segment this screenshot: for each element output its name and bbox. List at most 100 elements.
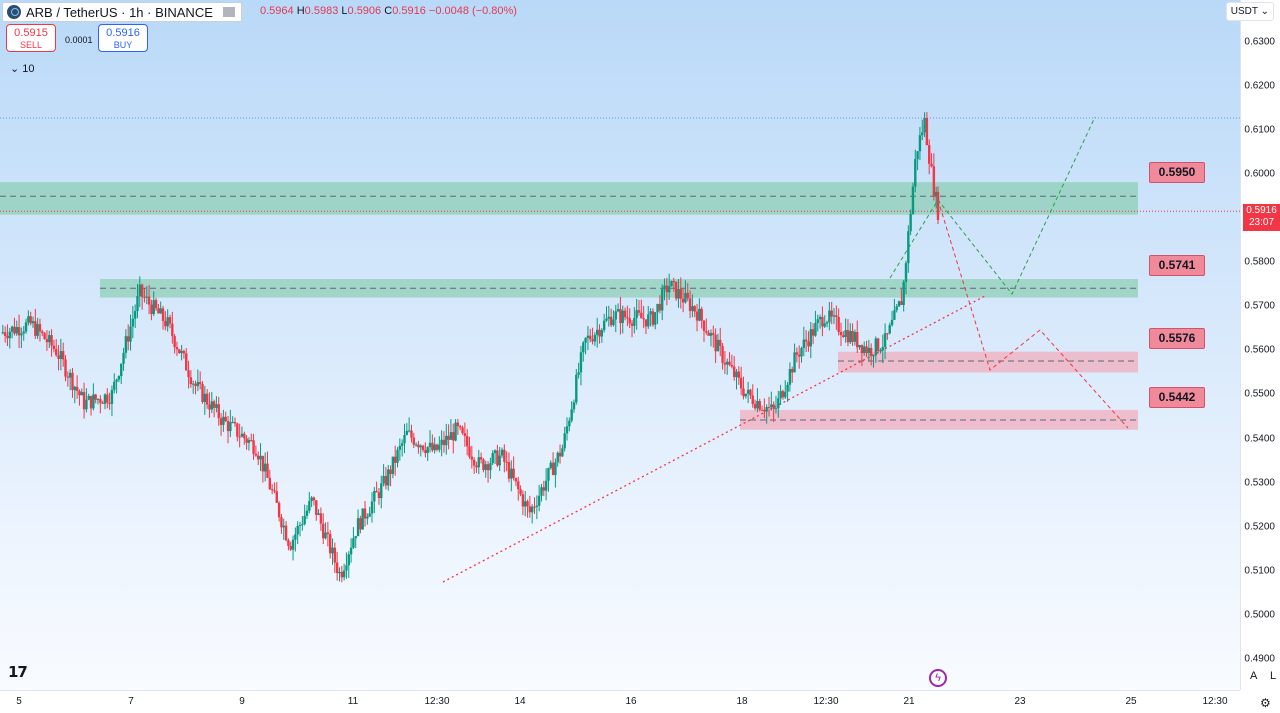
time-tick-label: 18: [736, 696, 748, 707]
candlestick-chart[interactable]: [0, 0, 1240, 690]
sell-button[interactable]: 0.5915 SELL: [6, 24, 56, 52]
candle-body: [424, 450, 427, 453]
candle-body: [373, 490, 376, 502]
candle-body: [419, 445, 422, 448]
candle-body: [312, 497, 316, 501]
candle-body: [405, 430, 409, 435]
candle-body: [498, 455, 501, 466]
candle-body: [421, 445, 425, 451]
candle-body: [117, 376, 121, 380]
candle-body: [361, 508, 364, 530]
candle-body: [226, 420, 230, 432]
time-tick-label: 21: [903, 696, 915, 707]
gear-icon[interactable]: ⚙: [1260, 696, 1271, 710]
candle-body: [150, 304, 153, 315]
tradingview-logo[interactable]: 17: [8, 663, 28, 681]
candle-body: [902, 281, 905, 305]
candle-body: [595, 329, 599, 335]
chart-plot-area[interactable]: [0, 0, 1240, 690]
candle-body: [923, 117, 926, 133]
ohlc-close-label: C: [384, 5, 393, 17]
price-tick-label: 0.5300: [1244, 477, 1275, 489]
candle-body: [261, 455, 265, 472]
candle-body: [936, 191, 940, 220]
price-tick-label: 0.5600: [1244, 344, 1275, 356]
candle-body: [164, 320, 167, 327]
candle-body: [605, 318, 608, 321]
candle-body: [886, 333, 889, 335]
candle-body: [867, 347, 871, 354]
candle-body: [786, 384, 789, 392]
candle-body: [289, 546, 292, 550]
candle-body: [257, 455, 260, 460]
time-axis[interactable]: 5 7 9 11 12:30 14 16 18 12:30 21 23 25 12:30: [0, 690, 1240, 713]
candle-body: [363, 508, 367, 519]
candle-body: [695, 311, 699, 321]
price-axis[interactable]: 0.63000.62000.61000.60000.59000.58000.57…: [1240, 0, 1280, 690]
price-tick-label: 0.5100: [1244, 565, 1275, 577]
candle-body: [524, 501, 527, 507]
candle-body: [746, 389, 750, 394]
candle-body: [804, 339, 808, 342]
visibility-icon[interactable]: [222, 7, 235, 17]
candle-body: [354, 536, 357, 539]
level-label-0.5741[interactable]: 0.5741: [1149, 255, 1205, 276]
candle-body: [201, 383, 204, 403]
lightning-icon[interactable]: ϟ: [929, 669, 947, 687]
candle-body: [677, 289, 680, 299]
candle-body: [860, 344, 864, 354]
buy-button[interactable]: 0.5916 BUY: [98, 24, 148, 52]
currency-selector[interactable]: USDT ⌄: [1225, 2, 1274, 21]
candle-body: [273, 490, 276, 492]
candle-body: [814, 323, 817, 336]
candle-body: [619, 309, 622, 324]
price-tick-label: 0.5400: [1244, 433, 1275, 445]
candle-body: [874, 338, 878, 356]
candle-body: [229, 422, 232, 432]
candle-body: [370, 501, 374, 514]
level-label-0.5442[interactable]: 0.5442: [1149, 387, 1205, 408]
candle-body: [61, 351, 65, 360]
candle-body: [324, 532, 327, 539]
candle-body: [881, 347, 884, 351]
candle-body: [13, 326, 16, 334]
ohlc-change: −0.0048 (−0.80%): [428, 5, 517, 17]
candle-body: [294, 534, 297, 540]
level-label-0.5576[interactable]: 0.5576: [1149, 328, 1205, 349]
candle-body: [322, 523, 325, 539]
ohlc-low-label: L: [341, 5, 348, 17]
level-label-0.5950[interactable]: 0.5950: [1149, 162, 1205, 183]
candle-body: [440, 439, 443, 445]
candle-body: [602, 320, 606, 331]
candle-body: [670, 281, 673, 287]
chevron-down-icon: ⌄: [1260, 6, 1269, 17]
candle-body: [575, 374, 578, 403]
symbol-legend[interactable]: ARB / TetherUS · 1h · BINANCE: [2, 2, 242, 22]
candle-body: [644, 319, 648, 327]
candle-body: [366, 516, 369, 519]
log-scale-button[interactable]: L: [1270, 670, 1277, 682]
auto-scale-button[interactable]: A: [1250, 670, 1258, 682]
buy-label: BUY: [113, 40, 133, 50]
sell-label: SELL: [19, 40, 43, 50]
candle-body: [166, 317, 169, 327]
candle-body: [71, 372, 74, 391]
candle-body: [27, 316, 30, 323]
candle-body: [449, 432, 453, 440]
candle-body: [48, 335, 51, 343]
candle-body: [491, 453, 494, 464]
candle-body: [863, 346, 866, 354]
candle-body: [486, 464, 490, 471]
current-price: 0.5916: [1246, 205, 1277, 216]
candle-body: [224, 416, 227, 421]
candle-body: [582, 342, 585, 353]
candle-body: [284, 525, 288, 541]
candle-body: [589, 335, 592, 340]
candle-body: [663, 285, 666, 290]
indicators-toggle[interactable]: ⌄ 10: [10, 62, 35, 75]
candle-body: [705, 331, 708, 333]
candle-body: [846, 330, 850, 343]
candle-body: [85, 399, 88, 410]
candle-body: [120, 363, 123, 377]
candle-body: [59, 351, 63, 359]
